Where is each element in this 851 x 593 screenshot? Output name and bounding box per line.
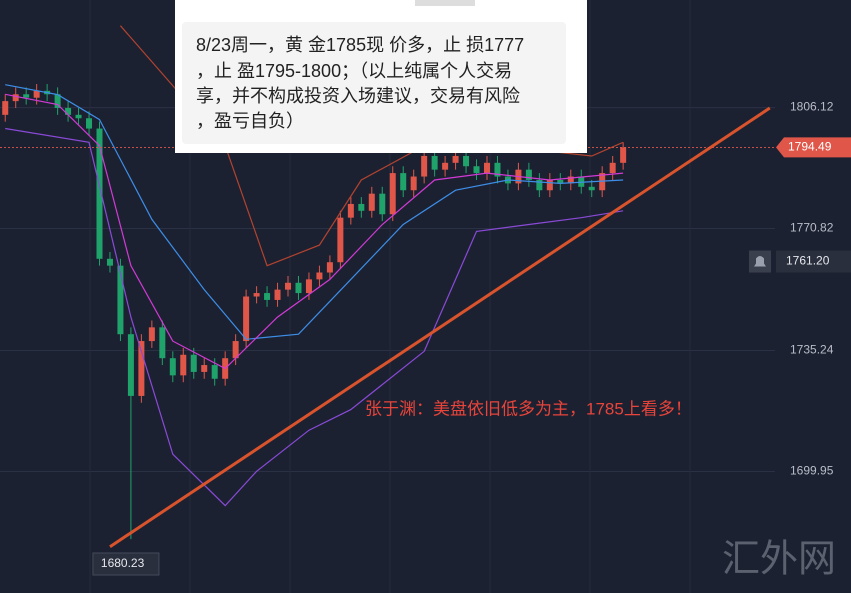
candle-body xyxy=(609,162,616,174)
indicator-line xyxy=(5,93,624,370)
candle-body xyxy=(201,365,208,372)
candle-body xyxy=(546,179,553,191)
candle-body xyxy=(337,217,344,263)
candle-body xyxy=(23,94,30,98)
candle-body xyxy=(442,162,449,170)
candle-body xyxy=(557,179,564,184)
candle-body xyxy=(452,155,459,163)
annotation: 张于渊：美盘依旧低多为主，1785上看多！ xyxy=(365,399,692,418)
watermark: 汇外网 xyxy=(722,539,836,581)
candle-body xyxy=(463,155,470,167)
candle-body xyxy=(264,293,271,300)
candle-body xyxy=(379,193,386,215)
candle-body xyxy=(54,94,61,108)
candle-body xyxy=(169,358,176,376)
candle-body xyxy=(473,166,480,174)
indicator-line xyxy=(5,127,624,507)
candle-body xyxy=(243,296,250,342)
low-price-label: 1680.23 xyxy=(101,556,145,570)
candle-body xyxy=(159,327,166,359)
candle-body xyxy=(483,162,490,174)
candle-body xyxy=(138,341,145,396)
candle-body xyxy=(588,186,595,191)
plot xyxy=(0,25,775,548)
note-line: 享，并不构成投资入场建议，交易有风险 xyxy=(196,86,520,106)
candle-body xyxy=(274,289,281,300)
candle-body xyxy=(190,354,197,372)
candle-body xyxy=(127,334,134,396)
candle-body xyxy=(117,265,124,335)
candle-body xyxy=(253,293,260,297)
candle-body xyxy=(368,193,375,211)
candle-body xyxy=(400,173,407,191)
candle-body xyxy=(12,94,19,102)
candle-body xyxy=(106,258,113,266)
candle-body xyxy=(285,282,292,290)
indicator-line xyxy=(119,25,624,267)
y-tick-label: 1770.82 xyxy=(790,221,834,235)
candle-body xyxy=(316,272,323,280)
note-line: 8/23周一，黄 金1785现 价多，止 损1777 xyxy=(196,35,524,55)
candle-body xyxy=(305,279,312,294)
candle-body xyxy=(326,262,333,273)
note-line: ，盈亏自负） xyxy=(196,111,304,131)
note-bubble xyxy=(182,22,566,144)
candle-body xyxy=(232,341,239,359)
candle-body xyxy=(180,354,187,376)
candle-body xyxy=(494,162,501,177)
y-tick-label: 1699.95 xyxy=(790,464,834,478)
note-box: 8/23周一，黄 金1785现 价多，止 损1777 ，止 盈1795-1800… xyxy=(175,0,587,153)
candle-body xyxy=(525,169,532,180)
y-tick-label: 1806.12 xyxy=(790,100,834,114)
candle-body xyxy=(567,176,574,184)
candle-body xyxy=(96,128,103,259)
candle-body xyxy=(620,147,627,163)
current-price-label: 1794.49 xyxy=(788,140,832,154)
trendline xyxy=(109,106,771,548)
candle-body xyxy=(33,90,40,98)
alert-price-label: 1761.20 xyxy=(786,254,830,268)
indicator-line xyxy=(5,84,624,340)
y-tick-label: 1735.24 xyxy=(790,343,834,357)
candle-body xyxy=(86,118,93,129)
candle-body xyxy=(347,203,354,218)
alert-icon xyxy=(754,256,766,267)
candle-body xyxy=(148,327,155,342)
candle-body xyxy=(358,203,365,211)
low-price-box xyxy=(92,552,160,576)
note-line: ，止 盈1795-1800；（以上纯属个人交易 xyxy=(196,61,512,81)
candle-body xyxy=(389,173,396,215)
candle-body xyxy=(2,101,9,115)
alert-price-box xyxy=(776,250,851,273)
candle-body xyxy=(410,176,417,191)
candle-body xyxy=(295,282,302,294)
candle-body xyxy=(431,155,438,170)
candle-body xyxy=(211,365,218,379)
candle-body xyxy=(65,107,72,115)
note-tab xyxy=(415,0,475,6)
candle-body xyxy=(421,155,428,177)
candle-body xyxy=(75,114,82,119)
current-price-tag xyxy=(776,137,851,158)
candle-body xyxy=(536,179,543,191)
